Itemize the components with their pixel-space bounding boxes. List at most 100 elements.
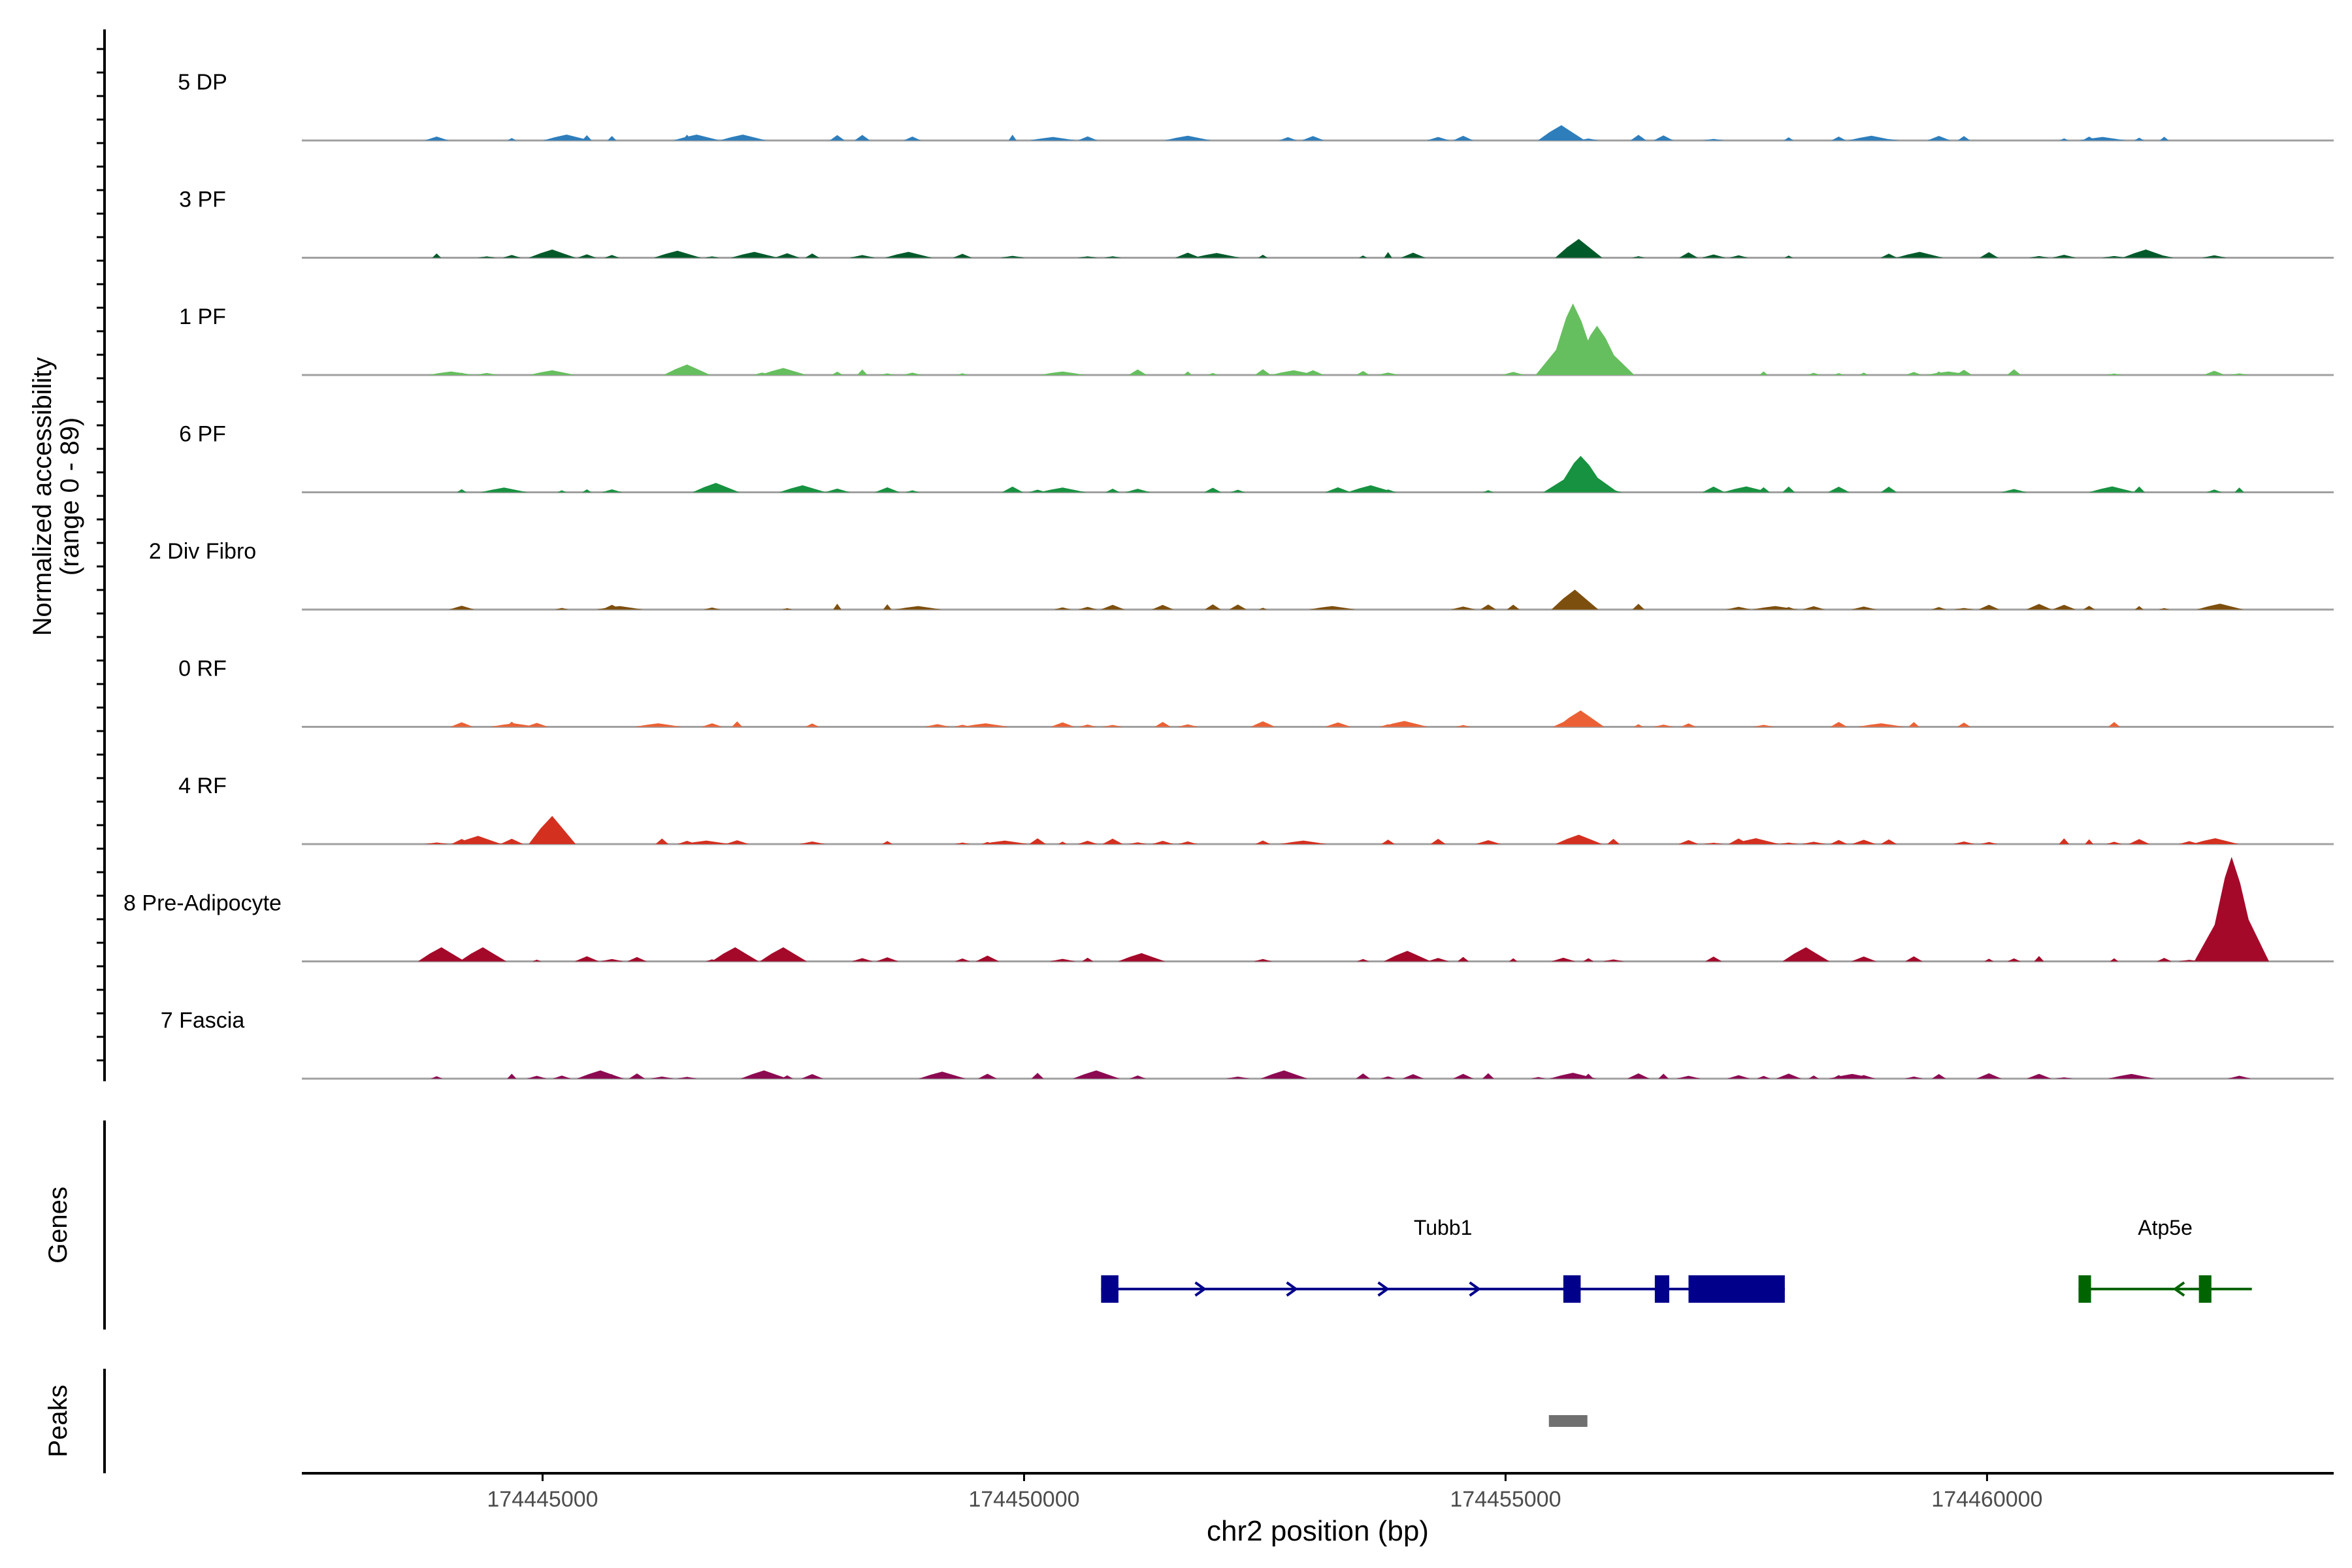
coverage-peak [480,487,528,493]
coverage-noise [1377,372,1400,375]
coverage-noise [806,489,819,493]
coverage-noise [1128,369,1147,375]
coverage-peak [1029,137,1077,140]
coverage-noise [2102,255,2127,258]
coverage-peak [692,483,740,493]
coverage-noise [1703,139,1725,140]
coverage-peak [427,371,475,375]
coverage-noise [1978,604,2000,610]
coverage-noise [1554,604,1573,610]
coverage-noise [1509,958,1518,962]
coverage-peak [759,368,807,375]
coverage-noise [2202,255,2227,258]
coverage-noise [1934,371,1944,375]
coverage-noise [1705,956,1722,962]
coverage-noise [1457,956,1469,962]
coverage-noise [1578,139,1599,140]
coverage-noise [1531,1077,1546,1079]
coverage-noise [1475,840,1501,844]
coverage-track: 2 Div Fibro [149,539,2334,611]
track-label: 5 DP [178,70,227,95]
coverage-noise [1976,1073,2002,1079]
coverage-noise [1077,136,1098,140]
coverage-noise [1553,138,1574,140]
coverage-noise [1980,841,1998,844]
coverage-noise [1102,725,1123,727]
coverage-noise [1204,487,1222,493]
coverage-noise [1482,490,1494,493]
coverage-noise [1830,840,1848,844]
coverage-peak [529,249,576,258]
gene-exon [2078,1275,2091,1303]
coverage-noise [1678,840,1699,844]
coverage-noise [1782,486,1795,493]
coverage-noise [1029,838,1046,844]
coverage-noise [1904,1076,1923,1079]
coverage-noise [1356,1073,1371,1079]
coverage-noise [1759,371,1768,375]
coverage-noise [1401,252,1426,258]
track-label: 1 PF [179,304,226,329]
coverage-noise [1229,604,1247,610]
coverage-peak [1896,252,1944,258]
coverage-tracks: 5 DP 3 PF 1 PF 6 PF 2 Div Fibro 0 RF 4 RF 8 Pre… [123,70,2334,1080]
coverage-noise [1175,252,1201,258]
coverage-noise [1031,1073,1044,1079]
coverage-noise [2208,839,2221,844]
coverage-peak [1380,721,1428,727]
coverage-noise [557,842,567,844]
coverage-noise [2105,373,2123,375]
coverage-noise [1255,840,1271,844]
gene-label: Atp5e [2138,1216,2193,1239]
coverage-noise [1833,373,1845,375]
coverage-noise [1757,487,1770,493]
coverage-noise [607,136,617,140]
coverage-noise [1507,604,1520,610]
track-label: 7 Fascia [161,1008,245,1033]
coverage-noise [1676,1075,1701,1079]
coverage-noise [1784,137,1794,140]
genes-axis-title: Genes [44,1186,73,1264]
coverage-noise [682,135,692,140]
coverage-noise [978,1073,997,1079]
coverage-noise [527,1075,547,1079]
coverage-noise [1830,721,1848,727]
coverage-noise [1878,139,1900,140]
coverage-noise [581,1075,593,1079]
coverage-noise [450,722,474,727]
coverage-noise [956,373,969,375]
coverage-noise [1953,841,1975,844]
coverage-noise [2234,487,2244,493]
gene-model: Tubb1 [1101,1216,1785,1303]
coverage-noise [555,608,569,610]
coverage-noise [1729,255,1748,258]
coverage-noise [2083,606,2095,610]
coverage-noise [1384,252,1392,258]
coverage-noise [706,959,719,962]
coverage-noise [704,256,720,258]
coverage-noise [455,372,468,375]
coverage-noise [1957,136,1970,140]
coverage-peak [529,370,576,375]
coverage-peak [1722,486,1770,493]
coverage-noise [1784,255,1793,258]
track-label: 0 RF [178,657,227,681]
coverage-panel: Normalized accessibility (range 0 - 89) … [28,29,2334,1081]
coverage-noise [1725,606,1752,610]
x-axis-title: chr2 position (bp) [1207,1515,1429,1547]
x-tick-label: 174445000 [487,1487,598,1512]
coverage-noise [1852,1075,1876,1079]
coverage-noise [1456,725,1471,727]
coverage-noise [1008,135,1017,140]
coverage-noise [2134,606,2144,610]
coverage-track: 1 PF [179,303,2334,376]
coverage-noise [1452,1073,1474,1079]
coverage-noise [1880,486,1897,493]
coverage-noise [1806,372,1821,375]
coverage-noise [2055,1077,2073,1079]
peaks-panel: Peaks [44,1369,1588,1473]
coverage-noise [824,488,851,493]
coverage-noise [1152,841,1174,844]
coverage-noise [655,838,669,844]
